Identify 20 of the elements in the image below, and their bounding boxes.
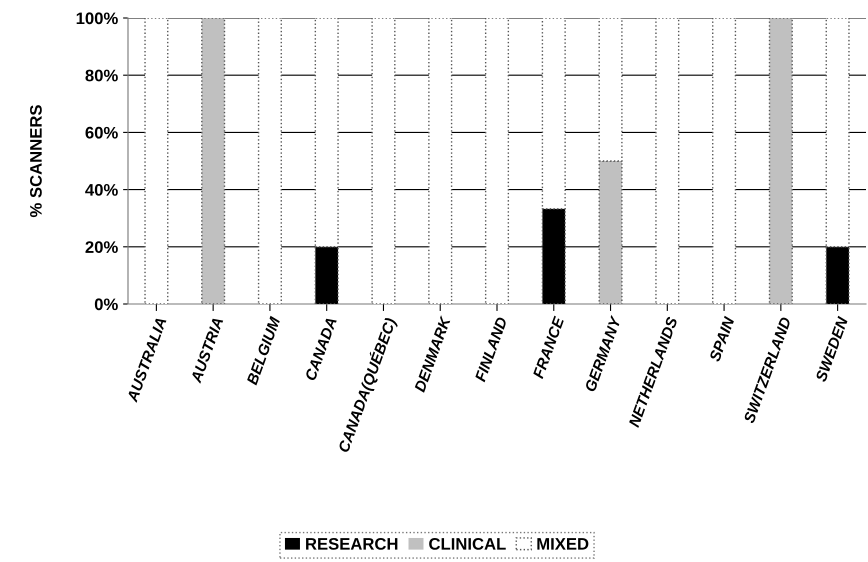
bar bbox=[768, 18, 793, 304]
legend-label: CLINICAL bbox=[429, 538, 506, 550]
bar bbox=[428, 18, 452, 304]
y-axis-title: % SCANNERS bbox=[30, 105, 42, 218]
bar bbox=[712, 18, 736, 304]
bar bbox=[258, 18, 282, 304]
y-tick-label: 20% bbox=[86, 241, 118, 254]
bar bbox=[201, 18, 226, 304]
bar bbox=[371, 18, 396, 304]
y-tick-label: 0% bbox=[94, 298, 118, 310]
bar bbox=[144, 18, 168, 304]
y-tick-label: 80% bbox=[85, 70, 118, 82]
legend-label: MIXED bbox=[537, 538, 588, 550]
legend-label: RESEARCH bbox=[306, 538, 398, 550]
bar bbox=[655, 18, 680, 304]
y-tick-label: 60% bbox=[86, 126, 118, 139]
y-tick-label: 100% bbox=[76, 12, 118, 24]
y-tick-label: 40% bbox=[85, 184, 118, 196]
x-tick-label: SPAIN bbox=[708, 316, 735, 362]
bar bbox=[484, 18, 510, 304]
